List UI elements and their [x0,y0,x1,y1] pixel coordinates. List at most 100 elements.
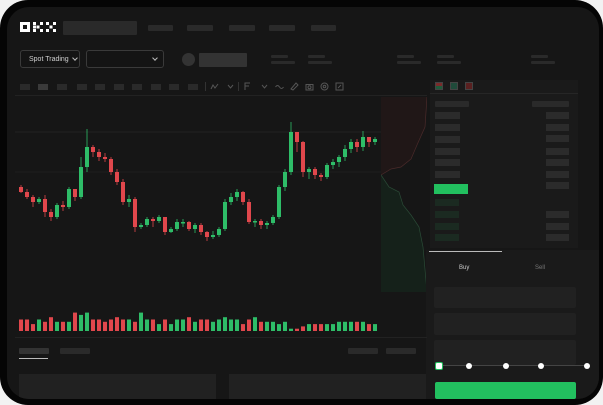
nav-item[interactable] [148,25,173,31]
slider-handle[interactable] [435,362,443,370]
stat-label [308,55,325,58]
ask-price[interactable] [435,148,460,155]
bid-price[interactable] [435,223,459,230]
ask-amount [546,135,569,142]
buy-tab[interactable]: Buy [459,265,470,271]
candle-up [193,225,197,229]
volume-bar [85,312,89,331]
interval-button[interactable] [114,84,124,90]
asset-card [229,374,426,399]
volume-bar [205,319,209,331]
candle-down [97,152,101,157]
bid-price[interactable] [435,199,459,206]
slider-step-50[interactable] [503,363,509,369]
chevron-down-icon [152,55,158,61]
candle-up [277,187,281,217]
interval-button-active[interactable] [38,84,48,90]
volume-bar [73,312,77,331]
nav-item[interactable] [187,25,213,31]
interval-button[interactable] [132,84,142,90]
candle-down [295,132,299,142]
candle-up [343,149,347,157]
interval-button[interactable] [169,84,179,90]
interval-button[interactable] [95,84,105,90]
price-input[interactable] [434,287,576,308]
candle-down [301,142,305,172]
bid-price[interactable] [435,211,459,218]
volume-bar [97,319,101,331]
candle-down [115,172,119,182]
line-tool-icon[interactable] [275,82,284,91]
ask-price[interactable] [435,112,460,119]
interval-button[interactable] [77,84,87,90]
interval-button[interactable] [57,84,67,90]
book-view-bids-icon[interactable] [450,82,458,90]
interval-button[interactable] [20,84,30,90]
filter-button[interactable] [386,348,416,354]
nav-item[interactable] [311,25,336,31]
chart-type-icon[interactable] [210,82,219,91]
ask-price[interactable] [435,159,460,166]
indicator-icon[interactable] [243,82,252,91]
ask-price[interactable] [435,124,460,131]
ask-price[interactable] [435,136,460,143]
candle-down [61,205,65,207]
ruler-icon[interactable] [290,82,299,91]
total-input[interactable] [434,340,576,365]
candle-up [37,199,41,202]
volume-bar [79,314,83,331]
volume-bar [55,321,59,331]
okx-logo[interactable] [20,22,58,33]
search-placeholder[interactable] [63,21,137,35]
stat-value [437,61,461,64]
volume-bar [367,324,371,331]
candle-up [223,202,227,229]
slider-step-25[interactable] [466,363,472,369]
candlestick-chart[interactable] [15,102,383,332]
candle-down [43,199,47,212]
volume-bar [331,324,335,331]
volume-bar [361,321,365,331]
pair-dropdown[interactable] [86,50,164,68]
divider [430,93,578,94]
candle-up [289,132,293,172]
ask-amount [546,171,569,178]
nav-item[interactable] [269,25,295,31]
slider-step-75[interactable] [538,363,544,369]
volume-bar [199,319,203,331]
filter-button[interactable] [348,348,378,354]
buy-button[interactable] [435,382,576,399]
interval-button[interactable] [151,84,161,90]
slider-track[interactable] [439,365,587,366]
candle-down [31,197,35,202]
amount-input[interactable] [434,313,576,335]
settings-icon[interactable] [320,82,329,91]
bid-price[interactable] [435,234,459,241]
chevron-down-icon[interactable] [226,82,235,91]
volume-bar [19,319,23,331]
volume-bar [295,328,299,331]
sell-tab[interactable]: Sell [535,265,546,271]
candle-down [187,222,191,229]
candle-down [355,142,359,147]
camera-icon[interactable] [305,82,314,91]
spot-trading-dropdown[interactable]: Spot Trading [20,50,80,68]
nav-item[interactable] [229,25,255,31]
candle-down [319,175,323,177]
volume-bar [373,324,377,331]
volume-bar [313,324,317,331]
volume-bar [301,326,305,331]
tab-open-orders[interactable] [19,348,49,354]
tab-history[interactable] [60,348,90,354]
candle-up [325,165,329,177]
candle-up [79,167,83,197]
ask-price[interactable] [435,171,460,178]
candle-up [55,205,59,217]
book-view-both-icon[interactable] [435,82,443,90]
fullscreen-icon[interactable] [335,82,344,91]
interval-button[interactable] [188,84,198,90]
book-view-asks-icon[interactable] [465,82,473,90]
chevron-down-icon[interactable] [260,82,269,91]
slider-step-100[interactable] [584,363,590,369]
volume-bar [307,324,311,331]
